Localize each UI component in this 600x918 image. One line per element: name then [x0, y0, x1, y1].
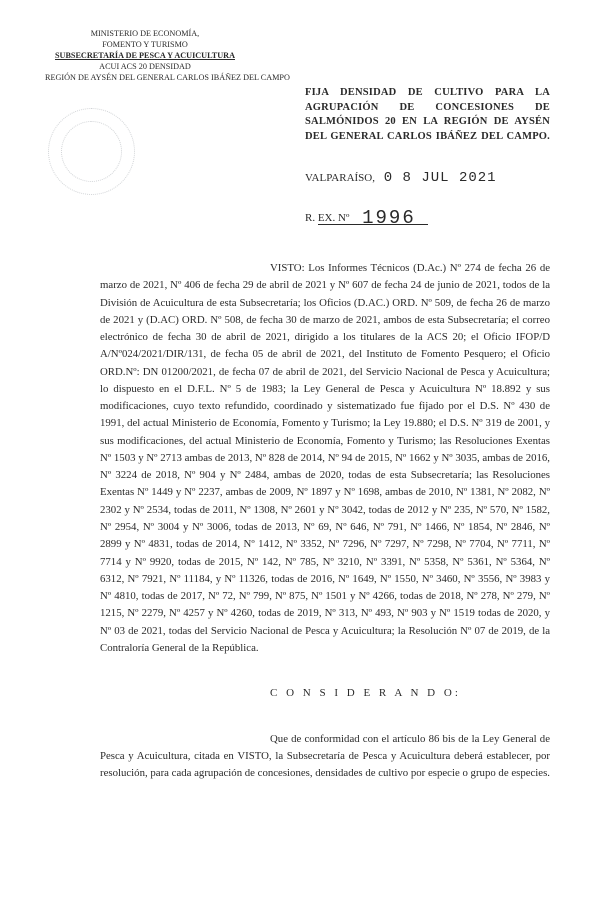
document-page: MINISTERIO DE ECONOMÍA, FOMENTO Y TURISM…: [0, 0, 600, 918]
place-date: VALPARAÍSO, 0 8 JUL 2021: [305, 170, 550, 186]
ministry-line-2: FOMENTO Y TURISMO: [45, 39, 245, 50]
considerando-text: C O N S I D E R A N D O:: [270, 687, 461, 699]
rex-number: 1996: [362, 207, 416, 229]
region-line: REGIÓN DE AYSÉN DEL GENERAL CARLOS IBÁÑE…: [45, 72, 245, 83]
subsecretaria-line: SUBSECRETARÍA DE PESCA Y ACUICULTURA: [45, 50, 245, 61]
seal-stamp-icon: [48, 108, 135, 195]
visto-lead: VISTO: Los Informes Técnicos (D.Ac.) Nº …: [270, 262, 481, 274]
ref-line: ACUI ACS 20 DENSIDAD: [45, 61, 245, 72]
rex-label: R. EX. Nº: [305, 212, 349, 224]
considerando-heading: C O N S I D E R A N D O:: [100, 685, 550, 703]
date-stamp: 0 8 JUL 2021: [384, 170, 497, 186]
resolution-number-line: R. EX. Nº 1996: [305, 205, 550, 227]
letterhead: MINISTERIO DE ECONOMÍA, FOMENTO Y TURISM…: [45, 28, 245, 83]
ministry-line-1: MINISTERIO DE ECONOMÍA,: [45, 28, 245, 39]
rex-underline: [318, 224, 428, 225]
considerando-paragraph: Que de conformidad con el artículo 86 bi…: [100, 731, 550, 783]
body-text: VISTO: Los Informes Técnicos (D.Ac.) Nº …: [100, 260, 550, 783]
city: VALPARAÍSO,: [305, 172, 375, 184]
considerando-body: Que de conformidad con el artículo 86 bi…: [100, 733, 550, 780]
visto-body: de fecha 26 de marzo de 2021, Nº 406 de …: [100, 262, 550, 654]
resolution-title: FIJA DENSIDAD DE CULTIVO PARA LA AGRUPAC…: [305, 86, 550, 145]
visto-paragraph: VISTO: Los Informes Técnicos (D.Ac.) Nº …: [100, 260, 550, 657]
